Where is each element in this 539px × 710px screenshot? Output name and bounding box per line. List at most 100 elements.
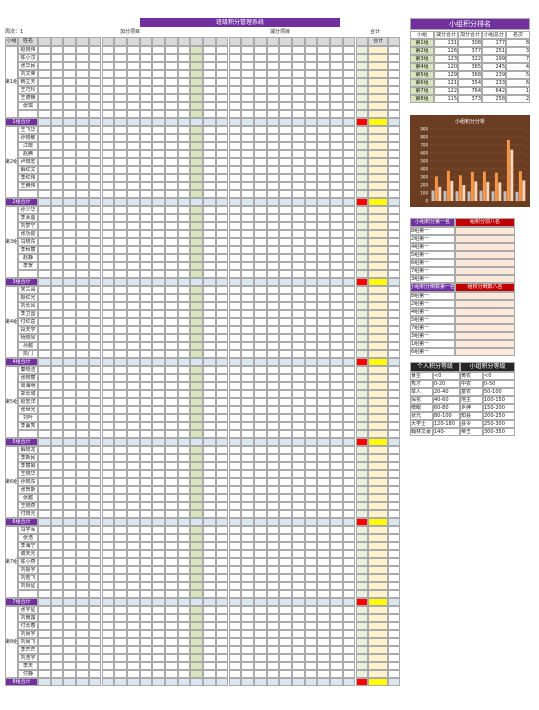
score-cell: [368, 262, 388, 270]
score-cell: [76, 582, 89, 590]
score-cell: [190, 670, 204, 678]
score-cell: [190, 574, 204, 582]
score-cell: [304, 638, 318, 646]
score-cell: [292, 334, 305, 342]
score-cell: [177, 478, 191, 486]
score-cell: [279, 190, 292, 198]
score-cell: [101, 342, 115, 350]
score-cell: [203, 102, 216, 110]
score-cell: [177, 54, 191, 62]
total-cell: [279, 438, 292, 446]
score-cell: [317, 150, 331, 158]
score-cell: [266, 190, 280, 198]
score-cell: [253, 62, 267, 70]
member-name: 张功勋: [18, 230, 38, 238]
score-cell: [292, 622, 305, 630]
score-cell: [292, 158, 305, 166]
total-cell: [63, 518, 77, 526]
score-cell: [330, 478, 343, 486]
score-cell: [355, 318, 369, 326]
total-cell: [38, 118, 51, 126]
score-cell: [177, 222, 191, 230]
score-cell: [228, 526, 242, 534]
score-cell: [38, 446, 51, 454]
grade-cell: <0: [483, 372, 515, 380]
score-cell: [342, 350, 356, 358]
score-cell: [177, 270, 191, 278]
score-cell: [50, 86, 64, 94]
score-cell: [203, 646, 216, 654]
score-cell: [388, 510, 400, 518]
score-cell: [253, 558, 267, 566]
score-cell: [317, 430, 331, 438]
score-cell: [355, 94, 369, 102]
score-cell: [279, 150, 292, 158]
score-cell: [215, 134, 229, 142]
score-cell: [228, 662, 242, 670]
score-cell: [292, 582, 305, 590]
score-cell: [177, 190, 191, 198]
list-header: 小组积分倒数第一名: [410, 283, 455, 292]
score-cell: [76, 222, 89, 230]
score-cell: [38, 454, 51, 462]
score-cell: [50, 374, 64, 382]
score-cell: [177, 334, 191, 342]
score-cell: [342, 134, 356, 142]
score-cell: [152, 606, 165, 614]
score-cell: [292, 126, 305, 134]
score-cell: [253, 462, 267, 470]
score-cell: [253, 622, 267, 630]
score-cell: [76, 270, 89, 278]
score-cell: [101, 622, 115, 630]
ranking-cell: 258: [482, 95, 506, 103]
score-cell: [88, 238, 102, 246]
score-cell: [266, 638, 280, 646]
score-cell: [342, 142, 356, 150]
score-cell: [38, 150, 51, 158]
score-cell: [88, 86, 102, 94]
score-cell: [330, 566, 343, 574]
score-cell: [63, 494, 77, 502]
score-cell: [342, 478, 356, 486]
score-cell: [228, 62, 242, 70]
score-cell: [101, 574, 115, 582]
member-name: 赵腾: [18, 150, 38, 158]
score-cell: [76, 470, 89, 478]
total-cell: [266, 198, 280, 206]
score-cell: [241, 558, 254, 566]
score-cell: [355, 238, 369, 246]
score-cell: [241, 510, 254, 518]
total-cell: [388, 678, 400, 686]
bar: [467, 191, 471, 201]
score-cell: [203, 582, 216, 590]
score-cell: [190, 590, 204, 598]
score-cell: [152, 430, 165, 438]
score-cell: [101, 398, 115, 406]
score-cell: [165, 454, 178, 462]
group-total-label: 2组合计: [5, 198, 38, 206]
ranking-header: 名次: [506, 31, 530, 39]
score-cell: [355, 326, 369, 334]
score-cell: [177, 102, 191, 110]
score-cell: [368, 590, 388, 598]
score-cell: [292, 206, 305, 214]
score-cell: [215, 582, 229, 590]
score-cell: [215, 86, 229, 94]
score-cell: [38, 238, 51, 246]
score-cell: [152, 262, 165, 270]
score-cell: [177, 94, 191, 102]
score-cell: [165, 206, 178, 214]
score-cell: [38, 46, 51, 54]
score-cell: [368, 142, 388, 150]
score-cell: [63, 614, 77, 622]
score-cell: [63, 486, 77, 494]
score-cell: [88, 582, 102, 590]
score-cell: [368, 454, 388, 462]
score-cell: [177, 646, 191, 654]
score-cell: [101, 382, 115, 390]
bar: [506, 139, 510, 201]
score-cell: [215, 430, 229, 438]
score-cell: [101, 630, 115, 638]
score-cell: [50, 54, 64, 62]
